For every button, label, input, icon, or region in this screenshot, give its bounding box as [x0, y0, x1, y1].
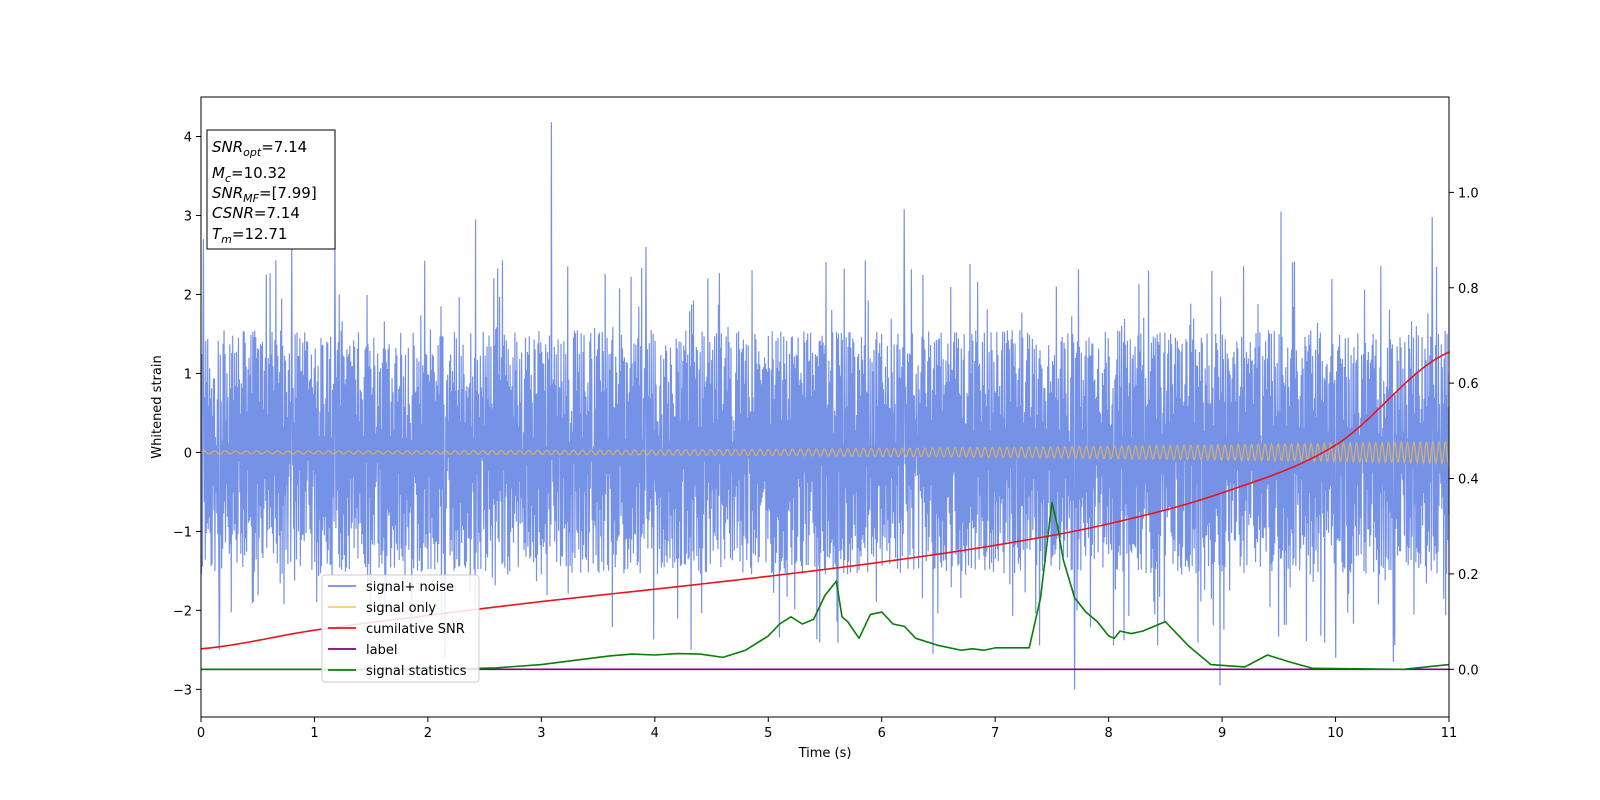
y2-tick-label: 0.2	[1458, 568, 1479, 583]
y-tick-label: 0	[184, 446, 192, 461]
legend-label: signal statistics	[366, 664, 467, 679]
legend-label: cumilative SNR	[366, 622, 465, 637]
legend-label: signal+ noise	[366, 580, 454, 595]
x-tick-label: 10	[1327, 726, 1344, 741]
y-tick-label: −1	[173, 525, 192, 540]
y2-tick-label: 0.6	[1458, 377, 1479, 392]
x-tick-label: 0	[197, 726, 205, 741]
info-box-line: CSNR=7.14	[212, 204, 300, 222]
y-tick-label: 4	[184, 130, 192, 145]
x-tick-label: 1	[310, 726, 318, 741]
y-tick-label: −3	[173, 683, 192, 698]
series-signal-statistics-line	[201, 501, 1449, 671]
axes-layer: 0 1 2 3 4 5 6 7 8 9 10 11 −3 −2 −1 0 1 2 3 4 0.0 0.2 0.4 0.6 0.8…	[173, 130, 1479, 741]
y2-tick-label: 1.0	[1458, 186, 1479, 201]
info-box-line: Mc=10.32	[212, 164, 287, 185]
x-tick-label: 5	[764, 726, 772, 741]
x-tick-label: 3	[537, 726, 545, 741]
info-box-frame	[206, 129, 336, 250]
x-tick-label: 4	[651, 726, 659, 741]
legend-frame	[321, 574, 480, 683]
y2-tick-label: 0.0	[1458, 663, 1479, 678]
legend-label: signal only	[366, 601, 436, 616]
info-box: SNRopt=7.14 Mc=10.32SNRMF=[7.99]CSNR=7.14…	[206, 129, 336, 250]
legend-label: label	[366, 643, 397, 658]
y-tick-label: 3	[184, 209, 192, 224]
y-axis-label: Whitened strain	[150, 355, 165, 458]
y2-tick-label: 0.8	[1458, 282, 1479, 297]
x-tick-label: 11	[1441, 726, 1458, 741]
info-box-line: Tm=12.71	[212, 225, 287, 246]
y-tick-label: −2	[173, 604, 192, 619]
x-tick-label: 9	[1218, 726, 1226, 741]
y2-tick-label: 0.4	[1458, 473, 1479, 488]
series-signal-only-line	[201, 440, 1449, 466]
x-tick-label: 6	[878, 726, 886, 741]
series-signal-noise-line	[201, 122, 1449, 690]
info-box-line: SNRopt=7.14	[212, 138, 307, 159]
legend: signal+ noise signal only cumilative SNR la…	[321, 574, 480, 683]
y-tick-label: 2	[184, 288, 192, 303]
x-axis-label: Time (s)	[798, 746, 852, 761]
x-tick-label: 8	[1104, 726, 1112, 741]
plot-frame	[200, 96, 1450, 718]
info-box-line: SNRMF=[7.99]	[212, 184, 317, 205]
x-tick-label: 2	[424, 726, 432, 741]
y-tick-label: 1	[184, 367, 192, 382]
x-tick-label: 7	[991, 726, 999, 741]
